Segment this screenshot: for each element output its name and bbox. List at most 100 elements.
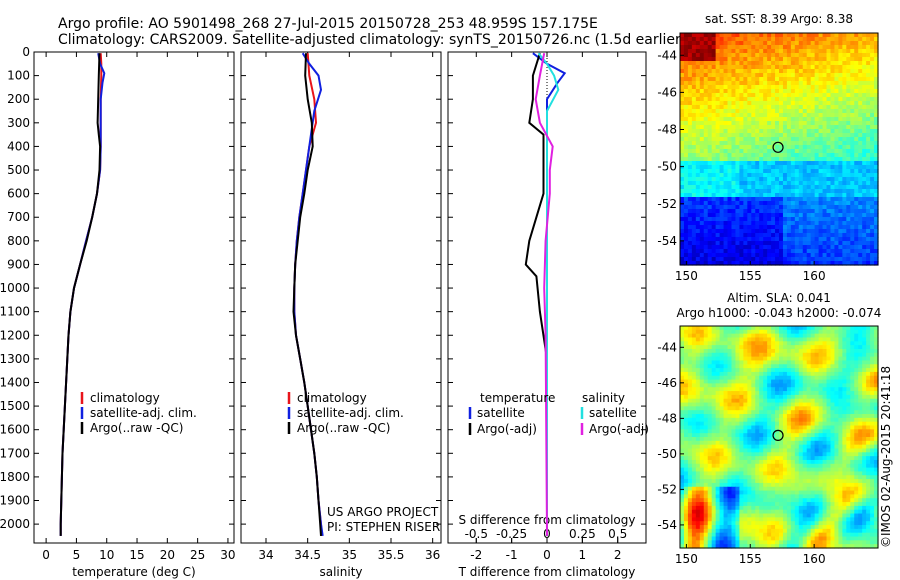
sst_map-cell — [810, 253, 816, 258]
sla_map-cell — [810, 456, 816, 461]
sla_map-cell — [790, 414, 796, 419]
sla_map-cell — [814, 425, 820, 430]
sst_map-cell — [699, 237, 705, 242]
sla_map-cell — [727, 440, 733, 446]
sla_map-cell — [854, 360, 859, 365]
sst_map-cell — [707, 73, 713, 78]
sla_map-cell — [858, 337, 863, 342]
sst_map-cell — [691, 193, 697, 198]
sst_map-cell — [858, 97, 863, 102]
sst_map-cell — [858, 257, 863, 262]
sst_map-cell — [759, 81, 764, 86]
sla_map-cell — [858, 368, 863, 373]
sla_map-cell — [680, 371, 685, 377]
sla_map-cell — [683, 463, 689, 469]
sst_map-cell — [691, 237, 697, 242]
sst_map-cell — [771, 181, 776, 186]
sst_map-cell — [798, 97, 804, 102]
sst_map-cell — [862, 233, 867, 238]
sst_map-cell — [735, 113, 740, 118]
sla_map-cell — [826, 352, 832, 358]
sst_map-cell — [763, 261, 768, 266]
sla_map-cell — [802, 433, 808, 438]
sla_map-cell — [786, 329, 792, 335]
sst_map-cell — [854, 129, 859, 134]
sst_map-cell — [763, 229, 768, 234]
sla_map-cell — [711, 329, 717, 335]
sst_map-cell — [739, 105, 744, 110]
sst_map-cell — [782, 153, 788, 158]
sla_map-cell — [731, 414, 737, 419]
sla_map-cell — [687, 459, 693, 465]
sla_map-cell — [735, 398, 740, 404]
sst_map-cell — [731, 65, 737, 70]
sst_map-cell — [767, 137, 772, 142]
sla_map-cell — [838, 364, 843, 369]
sla_map-cell — [822, 391, 828, 396]
sst_map-cell — [870, 45, 875, 50]
sla_map-cell — [775, 429, 780, 434]
sla_map-cell — [794, 356, 800, 362]
sst_map-cell — [763, 145, 768, 150]
sla_map-cell — [802, 459, 808, 465]
sst_map-cell — [719, 65, 725, 70]
sla_map-cell — [866, 333, 871, 339]
sla_map-cell — [830, 352, 836, 358]
sla_map-cell — [810, 444, 816, 450]
sst_map-cell — [818, 117, 824, 122]
sst_map-cell — [691, 53, 697, 58]
sst_map-cell — [735, 237, 740, 242]
sla_map-cell — [826, 414, 832, 419]
sla_map-cell — [838, 406, 843, 411]
sst_map-cell — [727, 89, 733, 94]
sst_map-cell — [810, 225, 816, 230]
sla_map-cell — [743, 379, 748, 385]
sla_map-cell — [790, 417, 796, 423]
sst_map-cell — [715, 249, 721, 254]
sst_map-cell — [723, 225, 729, 230]
sla_map-cell — [826, 345, 832, 350]
sla_map-cell — [759, 329, 764, 335]
sla_map-cell — [691, 440, 697, 446]
sst_map-cell — [814, 89, 820, 94]
sst_map-cell — [727, 73, 733, 78]
sst_map-cell — [779, 225, 784, 230]
sst_map-cell — [830, 157, 836, 162]
sla_map-cell — [846, 437, 851, 442]
sst_map-cell — [759, 233, 764, 238]
sst_map-cell — [806, 177, 812, 182]
sla_map-cell — [699, 417, 705, 423]
sst_map-cell — [739, 125, 744, 130]
sst_map-cell — [874, 173, 879, 178]
sst_map-cell — [775, 45, 780, 50]
sst_map-cell — [767, 141, 772, 146]
sla_map-cell — [810, 341, 816, 346]
sla_map-cell — [759, 421, 764, 427]
sst_map-cell — [767, 65, 772, 70]
sst_map-cell — [707, 245, 713, 250]
sst_map-cell — [779, 217, 784, 222]
sst_map-cell — [814, 245, 820, 250]
sla_map-cell — [723, 371, 729, 377]
sst_map-cell — [683, 209, 689, 214]
sla_map-cell — [680, 348, 685, 354]
sst_map-cell — [786, 165, 792, 170]
sst_map-cell — [779, 229, 784, 234]
sla_map-cell — [822, 456, 828, 461]
sla_map-cell — [687, 448, 693, 453]
sst_map-cell — [826, 49, 832, 54]
sla_map-cell — [790, 333, 796, 339]
sst_map-cell — [846, 165, 851, 170]
sla_map-cell — [695, 406, 701, 411]
sla_map-cell — [790, 421, 796, 427]
sst_map-cell — [719, 137, 725, 142]
sst_map-cell — [822, 257, 828, 262]
sst_map-cell — [862, 237, 867, 242]
sla_map-cell — [874, 398, 879, 404]
sla_map-cell — [858, 387, 863, 392]
sla_map-cell — [711, 326, 717, 331]
sst_map-cell — [755, 221, 760, 226]
sst_map-cell — [715, 85, 721, 90]
sst_map-cell — [775, 41, 780, 46]
sla_map-cell — [703, 348, 709, 354]
